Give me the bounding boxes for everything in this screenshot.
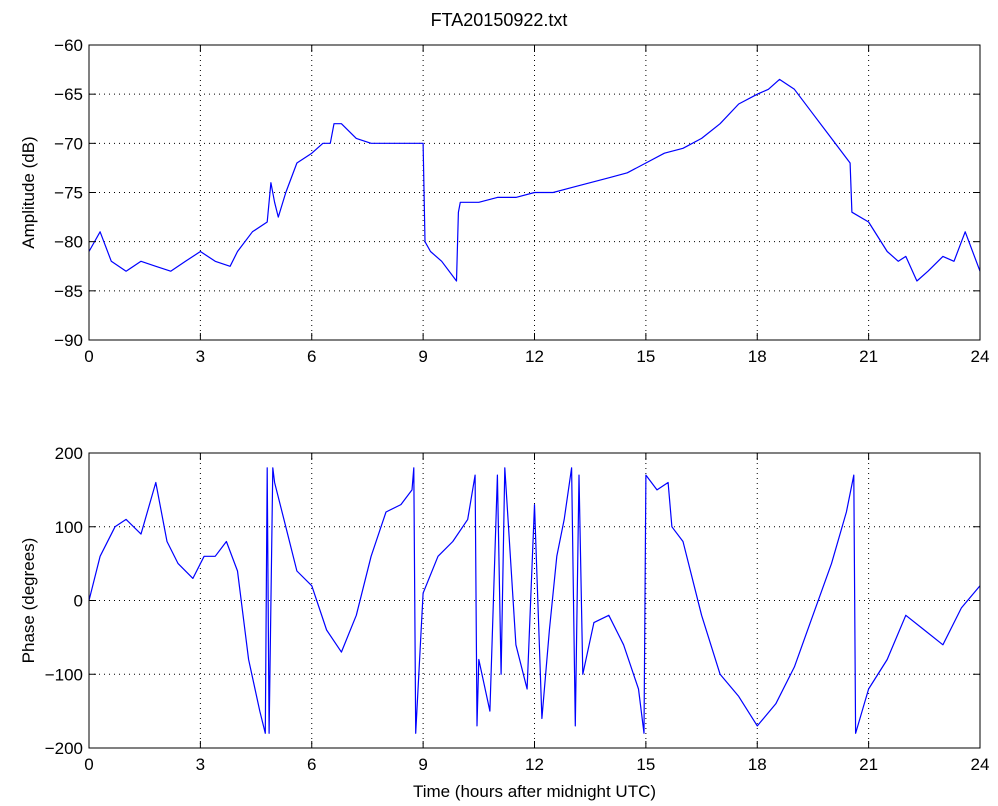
x-tick-label: 3 <box>196 755 205 774</box>
x-tick-label: 12 <box>525 347 544 366</box>
x-tick-label: 9 <box>418 755 427 774</box>
y-axis-label: Amplitude (dB) <box>19 136 38 248</box>
x-tick-label: 15 <box>636 755 655 774</box>
y-tick-label: 200 <box>55 444 83 463</box>
x-tick-label: 0 <box>84 347 93 366</box>
amplitude-series-line <box>88 78 981 282</box>
amplitude-plot: 0 3 6 9 12 15 18 21 24 −90 −85 −80 −75 −70 −65 −60 Ampli… <box>19 36 989 366</box>
x-tick-label: 18 <box>748 347 767 366</box>
y-tick-label: 100 <box>55 518 83 537</box>
y-tick-label: −200 <box>45 739 83 758</box>
chart-title: FTA20150922.txt <box>430 10 568 30</box>
y-tick-label: −75 <box>54 184 83 203</box>
x-tick-label: 6 <box>307 347 316 366</box>
y-tick-label: −90 <box>54 331 83 350</box>
y-tick-label: −85 <box>54 282 83 301</box>
y-tick-label: −65 <box>54 85 83 104</box>
y-tick-label: −80 <box>54 233 83 252</box>
y-axis-label: Phase (degrees) <box>19 538 38 664</box>
x-tick-label: 24 <box>971 755 990 774</box>
x-tick-label: 3 <box>196 347 205 366</box>
x-tick-label: 12 <box>525 755 544 774</box>
phase-plot: 0 3 6 9 12 15 18 21 24 −200 −100 0 100 200 Phase (degr… <box>19 444 989 801</box>
x-tick-label: 9 <box>418 347 427 366</box>
x-tick-label: 15 <box>636 347 655 366</box>
phase-series-line <box>88 467 981 734</box>
x-tick-label: 0 <box>84 755 93 774</box>
y-tick-label: −100 <box>45 665 83 684</box>
x-tick-label: 21 <box>859 755 878 774</box>
y-tick-label: 0 <box>74 592 83 611</box>
y-tick-label: −60 <box>54 36 83 55</box>
x-tick-label: 24 <box>971 347 990 366</box>
y-tick-label: −70 <box>54 134 83 153</box>
x-tick-label: 18 <box>748 755 767 774</box>
x-tick-label: 21 <box>859 347 878 366</box>
x-tick-label: 6 <box>307 755 316 774</box>
x-axis-label: Time (hours after midnight UTC) <box>413 782 656 801</box>
